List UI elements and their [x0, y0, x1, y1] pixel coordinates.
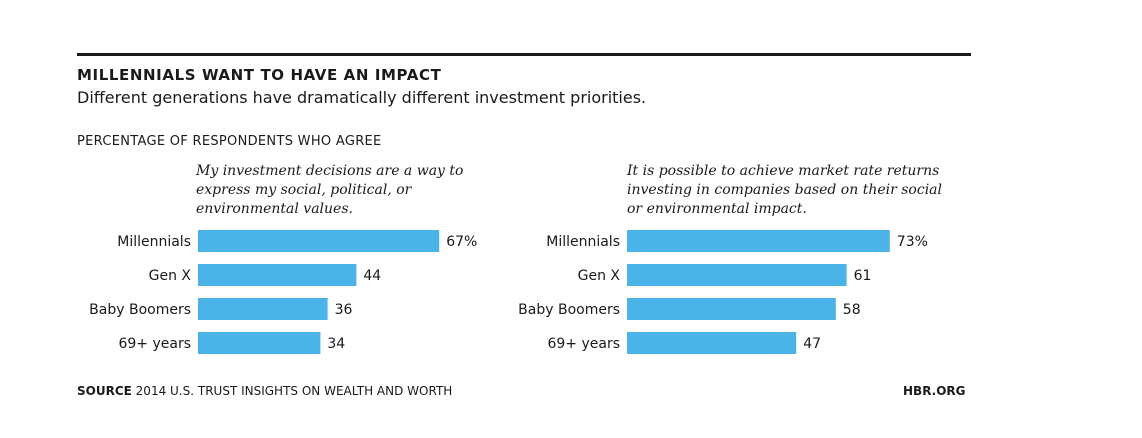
right-value-label-millennials: 73% — [897, 234, 928, 250]
right-value-label-gen-x: 61 — [854, 268, 872, 284]
left-value-label-69-years: 34 — [327, 336, 345, 352]
left-bar-gen-x — [198, 264, 357, 286]
brand-link[interactable]: HBR.ORG — [903, 384, 966, 398]
left-value-label-gen-x: 44 — [363, 268, 381, 284]
left-value-label-baby-boomers: 36 — [335, 302, 353, 318]
right-value-label-baby-boomers: 58 — [843, 302, 861, 318]
right-category-label-69-years: 69+ years — [547, 336, 620, 352]
axis-note: PERCENTAGE OF RESPONDENTS WHO AGREE — [77, 134, 382, 149]
right-value-label-69-years: 47 — [803, 336, 821, 352]
right-bar-baby-boomers — [627, 298, 836, 320]
right-category-label-millennials: Millennials — [546, 234, 620, 250]
right-category-label-gen-x: Gen X — [578, 268, 621, 284]
left-bar-millennials — [198, 230, 440, 252]
source-label: SOURCE — [77, 384, 132, 398]
left-chart-statement: My investment decisions are a way to exp… — [196, 163, 464, 217]
right-bar-69-years — [627, 332, 797, 354]
right-category-label-baby-boomers: Baby Boomers — [518, 302, 620, 318]
left-category-label-gen-x: Gen X — [149, 268, 192, 284]
left-bar-baby-boomers — [198, 298, 328, 320]
top-rule — [77, 53, 971, 56]
source-note: SOURCE 2014 U.S. TRUST INSIGHTS ON WEALT… — [77, 384, 452, 398]
left-category-label-millennials: Millennials — [117, 234, 191, 250]
chart-title: MILLENNIALS WANT TO HAVE AN IMPACT — [77, 66, 442, 84]
right-bar-gen-x — [627, 264, 847, 286]
source-text: 2014 U.S. TRUST INSIGHTS ON WEALTH AND W… — [135, 384, 453, 398]
right-bar-millennials — [627, 230, 890, 252]
left-category-label-baby-boomers: Baby Boomers — [89, 302, 191, 318]
left-bar-69-years — [198, 332, 321, 354]
left-category-label-69-years: 69+ years — [118, 336, 191, 352]
chart-subtitle: Different generations have dramatically … — [77, 88, 647, 107]
left-value-label-millennials: 67% — [446, 234, 477, 250]
left-bar-chart: Millennials 67% Gen X 44 Baby Boomers 36 69+ y… — [89, 230, 477, 354]
right-chart-statement: It is possible to achieve market rate re… — [627, 163, 943, 217]
